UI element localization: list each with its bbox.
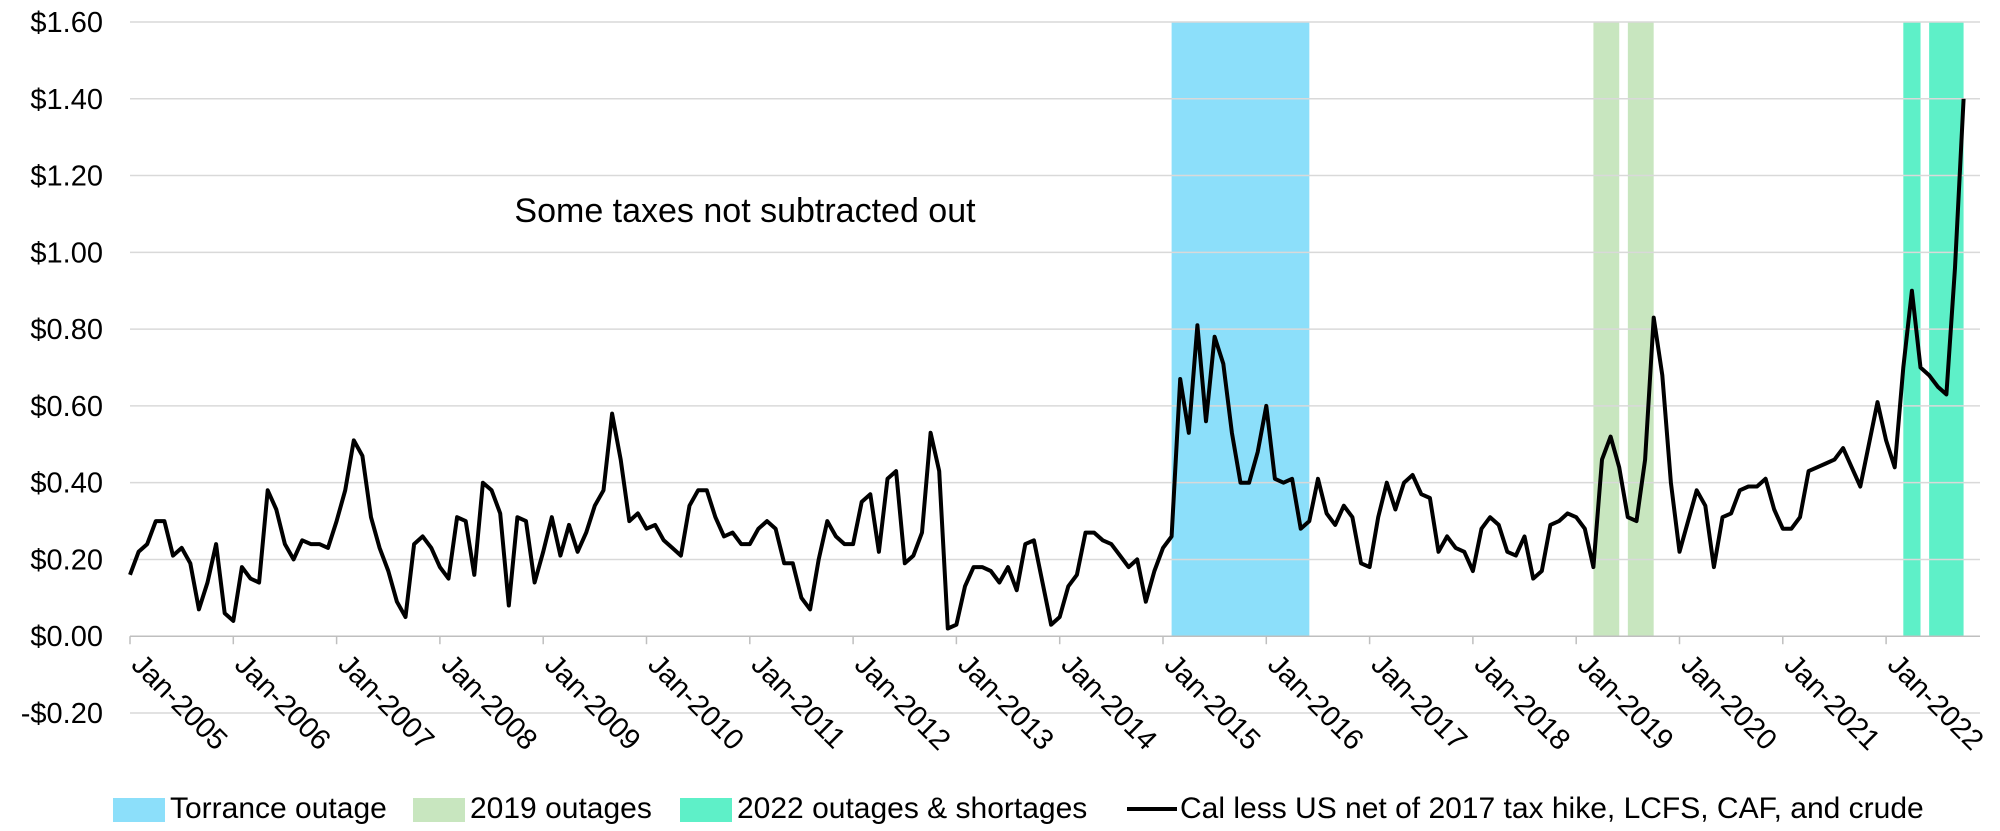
y-tick-label: -$0.20 xyxy=(21,698,103,730)
legend-label-1: Torrance outage xyxy=(170,792,387,825)
x-tick-label: Jan-2022 xyxy=(1881,649,1989,757)
legend-label-3: 2022 outages & shortages xyxy=(737,792,1087,825)
x-axis: Jan-2005Jan-2006Jan-2007Jan-2008Jan-2009… xyxy=(125,635,1989,757)
series-layer xyxy=(128,98,1966,631)
y-tick-label: $0.00 xyxy=(30,621,103,653)
y-tick-label: $0.80 xyxy=(30,314,103,346)
x-tick-label: Jan-2013 xyxy=(951,649,1059,757)
y-tick-label: $1.40 xyxy=(30,84,103,116)
legend: Torrance outage 2019 outages 2022 outages … xyxy=(113,792,1924,825)
y-axis: $1.60 $1.40 $1.20 $1.00 $0.80 $0.60 $0.40 $0.20… xyxy=(21,7,103,730)
legend-swatch-1 xyxy=(113,798,165,822)
x-tick-label: Jan-2016 xyxy=(1261,649,1369,757)
y-tick-label: $0.40 xyxy=(30,468,103,500)
x-tick-label: Jan-2015 xyxy=(1158,649,1266,757)
legend-swatch-3 xyxy=(680,798,732,822)
y-tick-label: $1.60 xyxy=(30,7,103,39)
y-tick-label: $1.20 xyxy=(30,161,103,193)
x-tick-label: Jan-2009 xyxy=(538,649,646,757)
x-tick-label: Jan-2008 xyxy=(435,649,543,757)
legend-label-4: Cal less US net of 2017 tax hike, LCFS, … xyxy=(1180,792,1924,825)
legend-swatch-2 xyxy=(413,798,465,822)
x-tick-label: Jan-2011 xyxy=(745,649,852,756)
chart-annotation: Some taxes not subtracted out xyxy=(514,192,976,230)
x-tick-label: Jan-2007 xyxy=(332,649,440,757)
x-tick-label: Jan-2017 xyxy=(1365,649,1473,757)
y-tick-label: $0.60 xyxy=(30,391,103,423)
series-line-1 xyxy=(128,98,1966,631)
x-tick-label: Jan-2010 xyxy=(642,649,750,757)
x-tick-label: Jan-2014 xyxy=(1055,649,1163,757)
y-tick-label: $0.20 xyxy=(30,544,103,576)
x-tick-label: Jan-2018 xyxy=(1468,649,1576,757)
x-tick-label: Jan-2005 xyxy=(125,649,233,757)
x-tick-label: Jan-2020 xyxy=(1675,649,1783,757)
x-tick-label: Jan-2012 xyxy=(848,649,956,757)
x-tick-label: Jan-2019 xyxy=(1571,649,1679,757)
y-tick-label: $1.00 xyxy=(30,237,103,269)
x-tick-label: Jan-2006 xyxy=(228,649,336,757)
x-tick-label: Jan-2021 xyxy=(1778,649,1886,757)
legend-label-2: 2019 outages xyxy=(470,792,652,825)
